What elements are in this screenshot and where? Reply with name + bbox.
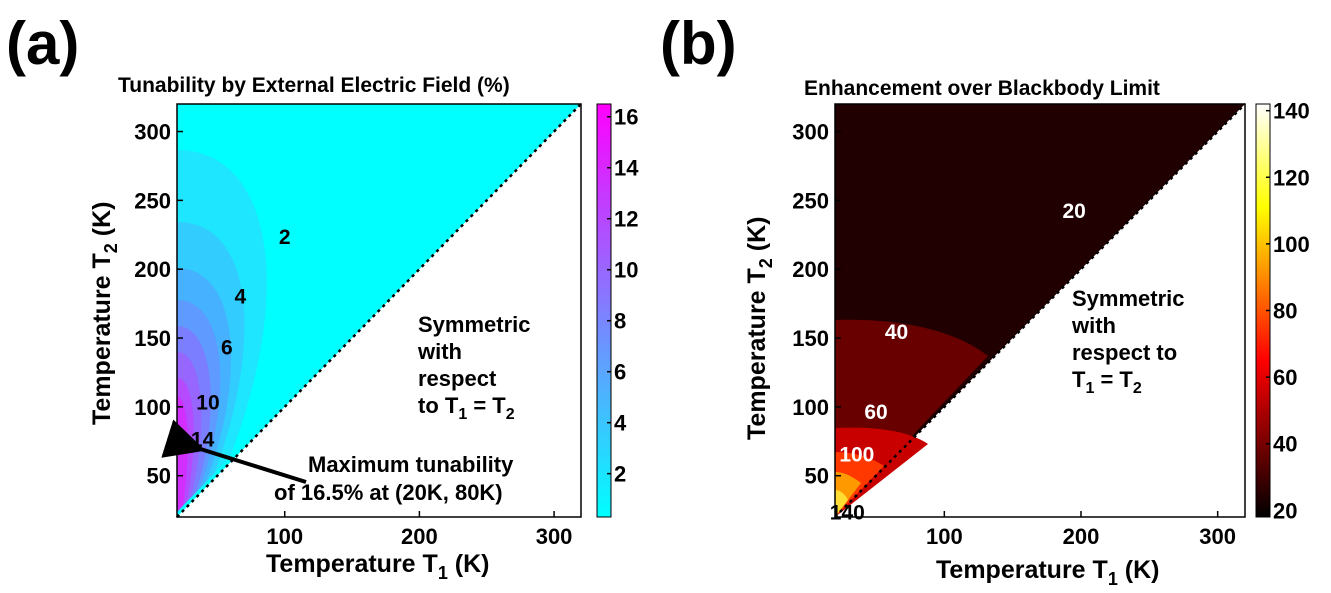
contour-label: 60 [864, 401, 887, 424]
y-tick-label: 50 [805, 464, 829, 489]
panel-b-x-ticks: 100 200 300 [926, 511, 1236, 549]
colorbar-tick-label: 6 [614, 360, 626, 385]
colorbar-tick-label: 60 [1273, 365, 1297, 390]
contour-label: 4 [234, 285, 246, 308]
panel-b-contour-labels: 20 40 60 100 140 [830, 200, 1086, 524]
panel-b-note-line4: T1 = T2 [1072, 367, 1142, 397]
panel-b-note-line2: with [1071, 313, 1116, 338]
y-tick-label: 50 [147, 464, 171, 489]
panel-a-x-ticks: 100 200 300 [266, 511, 572, 549]
colorbar-tick-label: 100 [1273, 232, 1310, 257]
panel-a-x-axis-label: Temperature T1 (K) [266, 550, 489, 583]
colorbar-tick-label: 40 [1273, 432, 1297, 457]
panel-a-label: (a) [6, 10, 79, 77]
panel-a-maximum-line2: of 16.5% at (20K, 80K) [274, 480, 503, 505]
colorbar-tick-label: 4 [614, 411, 627, 436]
contour-label: 100 [839, 444, 874, 467]
contour-label: 6 [221, 336, 233, 359]
panel-a-note-line3: respect [418, 366, 497, 391]
x-tick-label: 100 [266, 524, 303, 549]
y-tick-label: 150 [792, 326, 829, 351]
contour-label: 2 [279, 226, 291, 249]
colorbar-tick-label: 20 [1273, 498, 1297, 523]
panel-b-y-ticks: 50 100 150 200 250 300 [792, 120, 841, 489]
panel-a-y-ticks: 50 100 150 200 250 300 [134, 120, 183, 489]
y-tick-label: 300 [134, 120, 171, 145]
panel-a-colorbar-ticks: 2 4 6 8 10 12 14 16 [607, 105, 639, 487]
panel-b-y-axis-label: Temperature T2 (K) [743, 217, 776, 440]
x-tick-label: 200 [1063, 524, 1100, 549]
panel-b-note-line1: Symmetric [1072, 286, 1185, 311]
colorbar-tick-label: 12 [614, 207, 638, 232]
contour-label: 40 [885, 321, 908, 344]
panel-a-diagonal [176, 103, 582, 518]
panel-b-plot-frame [834, 103, 1246, 518]
y-tick-label: 200 [792, 257, 829, 282]
colorbar-tick-label: 140 [1273, 99, 1310, 124]
y-tick-label: 250 [134, 188, 171, 213]
colorbar-tick-label: 14 [614, 156, 639, 181]
colorbar-tick-label: 120 [1273, 165, 1310, 190]
contour-label: 140 [830, 501, 865, 524]
y-tick-label: 100 [134, 395, 171, 420]
contour-label: 20 [1062, 200, 1085, 223]
panel-b-title: Enhancement over Blackbody Limit [804, 77, 1160, 100]
panel-b-label: (b) [660, 10, 737, 77]
colorbar-tick-label: 2 [614, 462, 626, 487]
panel-b-symmetry-note: Symmetric with respect to T1 = T2 [1071, 286, 1185, 397]
colorbar-tick-label: 16 [614, 105, 638, 130]
colorbar-tick-label: 80 [1273, 299, 1297, 324]
panel-a-maximum-line1: Maximum tunability [308, 452, 514, 477]
panel-a-y-axis-label: Temperature T2 (K) [88, 202, 121, 425]
panel-a-note-line2: with [417, 339, 462, 364]
contour-label: 10 [196, 391, 219, 414]
x-tick-label: 300 [1199, 524, 1236, 549]
panel-a-maximum-note: Maximum tunability of 16.5% at (20K, 80K… [161, 419, 514, 505]
panel-b: (b) Enhancement over Blackbody Limit 20 4… [660, 10, 1310, 589]
panel-b-x-axis-label: Temperature T1 (K) [936, 556, 1159, 589]
panel-a-title: Tunability by External Electric Field (%… [118, 74, 510, 97]
panel-a-note-line4: to T1 = T2 [418, 393, 515, 423]
panel-a: (a) Tunability by External Electric Fiel… [6, 10, 639, 583]
panel-a-maximum-arrow [161, 419, 307, 484]
y-tick-label: 150 [134, 326, 171, 351]
x-tick-label: 300 [536, 524, 573, 549]
panel-b-heatmap [834, 103, 1246, 518]
panel-a-note-line1: Symmetric [418, 312, 531, 337]
x-tick-label: 100 [926, 524, 963, 549]
x-tick-label: 200 [401, 524, 438, 549]
y-tick-label: 100 [792, 395, 829, 420]
colorbar-tick-label: 10 [614, 258, 638, 283]
panel-a-symmetry-note: Symmetric with respect to T1 = T2 [417, 312, 531, 423]
colorbar-tick-label: 8 [614, 309, 626, 334]
panel-b-note-line3: respect to [1072, 340, 1177, 365]
y-tick-label: 200 [134, 257, 171, 282]
y-tick-label: 300 [792, 120, 829, 145]
panel-a-colorbar [596, 103, 612, 518]
panel-b-diagonal [834, 103, 1246, 518]
y-tick-label: 250 [792, 188, 829, 213]
panel-b-colorbar-ticks: 20 40 60 80 100 120 140 [1266, 99, 1310, 523]
panel-a-plot-frame [176, 103, 582, 518]
